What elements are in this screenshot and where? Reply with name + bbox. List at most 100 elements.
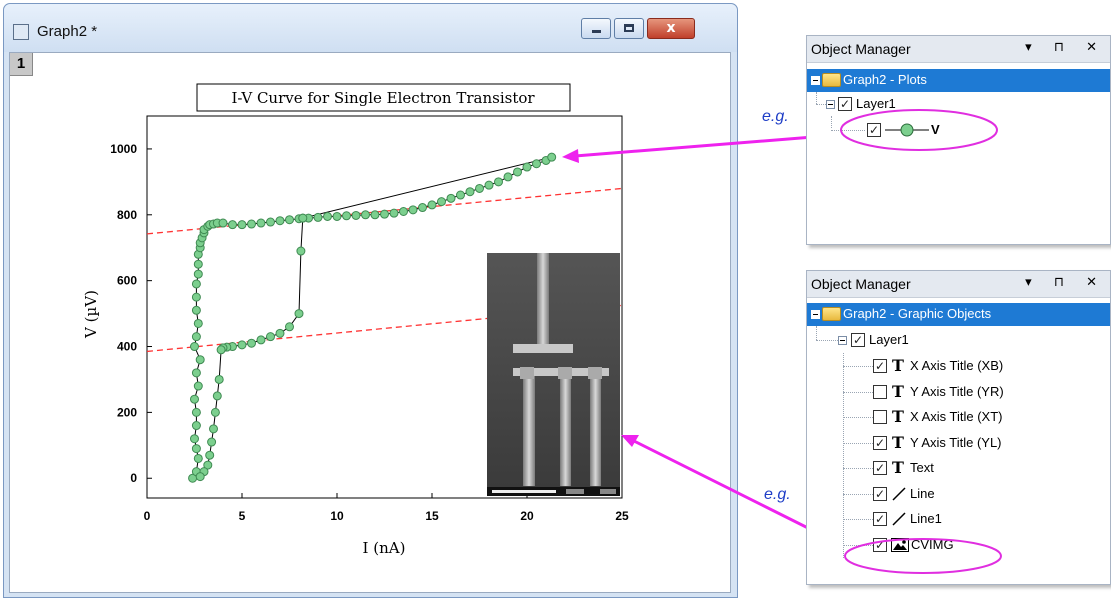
- data-point[interactable]: [427, 200, 437, 210]
- data-point[interactable]: [190, 434, 199, 444]
- data-point[interactable]: [195, 472, 205, 482]
- checkbox[interactable]: [873, 410, 887, 424]
- data-point[interactable]: [203, 460, 213, 470]
- checkbox[interactable]: [873, 384, 887, 399]
- data-point[interactable]: [532, 159, 541, 169]
- data-point[interactable]: [193, 259, 203, 269]
- data-point[interactable]: [294, 309, 304, 319]
- data-point[interactable]: [209, 424, 218, 434]
- chart-title[interactable]: I-V Curve for Single Electron Transistor: [231, 89, 535, 107]
- collapse-icon[interactable]: [838, 336, 847, 345]
- checkbox[interactable]: ✓: [851, 333, 865, 347]
- layer-number-button[interactable]: 1: [10, 53, 33, 76]
- data-point[interactable]: [484, 180, 494, 190]
- plot-frame[interactable]: [146, 115, 623, 499]
- data-point[interactable]: [191, 407, 201, 417]
- checkbox[interactable]: ✓: [867, 123, 881, 137]
- data-point[interactable]: [547, 152, 557, 162]
- data-point[interactable]: [216, 345, 226, 355]
- data-point[interactable]: [266, 217, 275, 227]
- checkbox[interactable]: ✓: [873, 461, 887, 475]
- data-point[interactable]: [218, 218, 228, 228]
- data-point[interactable]: [380, 209, 389, 219]
- checkbox[interactable]: ✓: [838, 97, 852, 111]
- data-point[interactable]: [465, 187, 475, 197]
- data-point[interactable]: [313, 212, 323, 222]
- data-point[interactable]: [323, 211, 332, 221]
- data-point[interactable]: [256, 218, 266, 228]
- x-axis-title[interactable]: I (nA): [363, 539, 406, 557]
- data-point[interactable]: [437, 197, 446, 207]
- data-point[interactable]: [190, 394, 199, 404]
- data-point[interactable]: [399, 207, 408, 216]
- data-point[interactable]: [193, 453, 203, 463]
- data-point[interactable]: [275, 328, 285, 338]
- data-point[interactable]: [191, 279, 201, 289]
- data-point[interactable]: [191, 292, 201, 302]
- data-point[interactable]: [275, 216, 285, 226]
- series-connector-line[interactable]: [192, 156, 552, 479]
- data-point[interactable]: [214, 374, 224, 384]
- data-point[interactable]: [195, 355, 205, 365]
- minimize-button[interactable]: [581, 18, 611, 39]
- data-point[interactable]: [456, 190, 465, 200]
- data-point[interactable]: [522, 162, 532, 172]
- data-point[interactable]: [247, 338, 256, 348]
- data-point[interactable]: [408, 205, 418, 215]
- data-point[interactable]: [332, 211, 342, 221]
- data-point[interactable]: [191, 305, 201, 315]
- data-point[interactable]: [212, 391, 222, 401]
- data-point[interactable]: [193, 318, 203, 328]
- om-controls[interactable]: ▾ ⊓ ✕: [1025, 40, 1106, 55]
- data-point[interactable]: [205, 450, 215, 460]
- data-point[interactable]: [446, 193, 456, 203]
- checkbox[interactable]: ✓: [873, 512, 887, 526]
- data-point[interactable]: [207, 437, 217, 447]
- data-point[interactable]: [228, 220, 237, 230]
- data-point[interactable]: [256, 335, 266, 345]
- checkbox[interactable]: ✓: [873, 486, 887, 501]
- data-point[interactable]: [266, 332, 275, 342]
- collapse-icon[interactable]: [811, 310, 820, 319]
- data-point[interactable]: [191, 444, 201, 454]
- data-point[interactable]: [342, 211, 351, 221]
- data-point[interactable]: [494, 177, 503, 187]
- data-point[interactable]: [513, 167, 522, 177]
- data-point[interactable]: [193, 269, 203, 279]
- data-point[interactable]: [503, 172, 513, 182]
- data-point[interactable]: [191, 421, 201, 431]
- data-point[interactable]: [298, 213, 308, 223]
- chart-title-box[interactable]: [196, 83, 571, 112]
- data-point[interactable]: [193, 381, 203, 391]
- maximize-button[interactable]: [614, 18, 644, 39]
- close-button[interactable]: x: [647, 18, 695, 39]
- collapse-icon[interactable]: [826, 100, 835, 109]
- data-point[interactable]: [370, 210, 380, 220]
- data-point[interactable]: [285, 322, 294, 332]
- data-point[interactable]: [418, 203, 427, 213]
- tree-root-graphics[interactable]: Graph2 - Graphic Objects: [807, 303, 1110, 326]
- data-point[interactable]: [389, 208, 399, 218]
- tree-root-plots[interactable]: Graph2 - Plots: [807, 69, 1110, 92]
- data-point[interactable]: [285, 215, 294, 225]
- data-point[interactable]: [296, 246, 306, 256]
- window-titlebar[interactable]: Graph2 * x: [4, 4, 737, 52]
- data-point[interactable]: [361, 210, 370, 220]
- y-axis-title[interactable]: V (µV): [82, 290, 100, 339]
- data-point[interactable]: [190, 342, 199, 352]
- checkbox[interactable]: ✓: [873, 435, 887, 450]
- om-header[interactable]: Object Manager ▾ ⊓ ✕: [807, 36, 1110, 63]
- checkbox[interactable]: ✓: [873, 359, 887, 373]
- om-header[interactable]: Object Manager ▾ ⊓ ✕: [807, 271, 1110, 298]
- data-point[interactable]: [475, 183, 484, 193]
- data-point[interactable]: [191, 368, 201, 378]
- data-point[interactable]: [237, 220, 247, 230]
- data-point[interactable]: [351, 210, 361, 220]
- om-controls[interactable]: ▾ ⊓ ✕: [1025, 275, 1106, 290]
- data-point[interactable]: [191, 332, 201, 342]
- data-point[interactable]: [210, 407, 220, 417]
- collapse-icon[interactable]: [811, 76, 820, 85]
- data-point[interactable]: [247, 219, 256, 229]
- inset-image[interactable]: [487, 253, 620, 496]
